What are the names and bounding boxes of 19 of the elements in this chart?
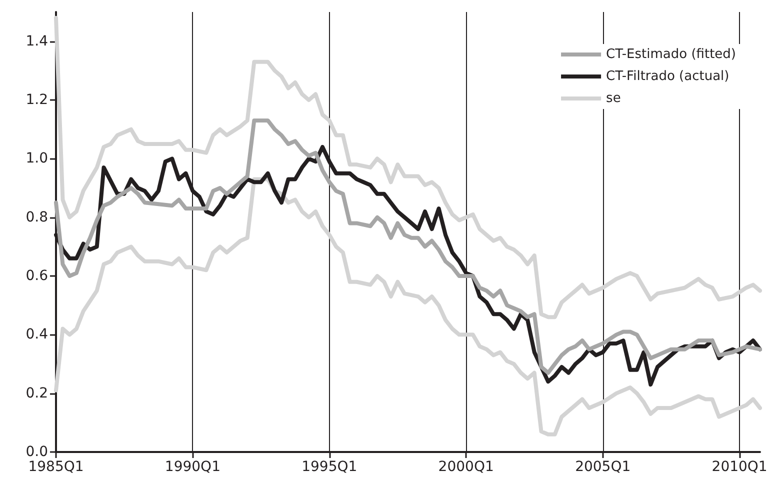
line-series xyxy=(54,177,762,436)
y-tick-label: 0.0 xyxy=(26,444,48,460)
x-tick-label: 2010Q1 xyxy=(712,459,768,475)
y-tick-label: 0.6 xyxy=(26,268,48,284)
y-tick-label: 1.2 xyxy=(26,92,48,108)
x-tick-label: 2000Q1 xyxy=(438,459,494,475)
x-tick-label: 2005Q1 xyxy=(575,459,631,475)
x-tick-label: 1995Q1 xyxy=(302,459,358,475)
y-tick-label: 0.4 xyxy=(26,326,48,343)
legend-label: CT-Filtrado (actual) xyxy=(606,69,730,84)
x-tick-label: 1990Q1 xyxy=(164,459,220,475)
x-tick-label: 1985Q1 xyxy=(28,459,84,475)
legend-label: CT-Estimado (fitted) xyxy=(606,47,736,62)
y-tick-label: 0.2 xyxy=(26,385,48,402)
legend-label: se xyxy=(606,91,621,106)
y-tick-label: 1.0 xyxy=(26,150,48,167)
y-tick-label: 0.8 xyxy=(26,209,48,226)
y-tick-label: 1.4 xyxy=(26,33,48,50)
line-series xyxy=(54,16,762,320)
